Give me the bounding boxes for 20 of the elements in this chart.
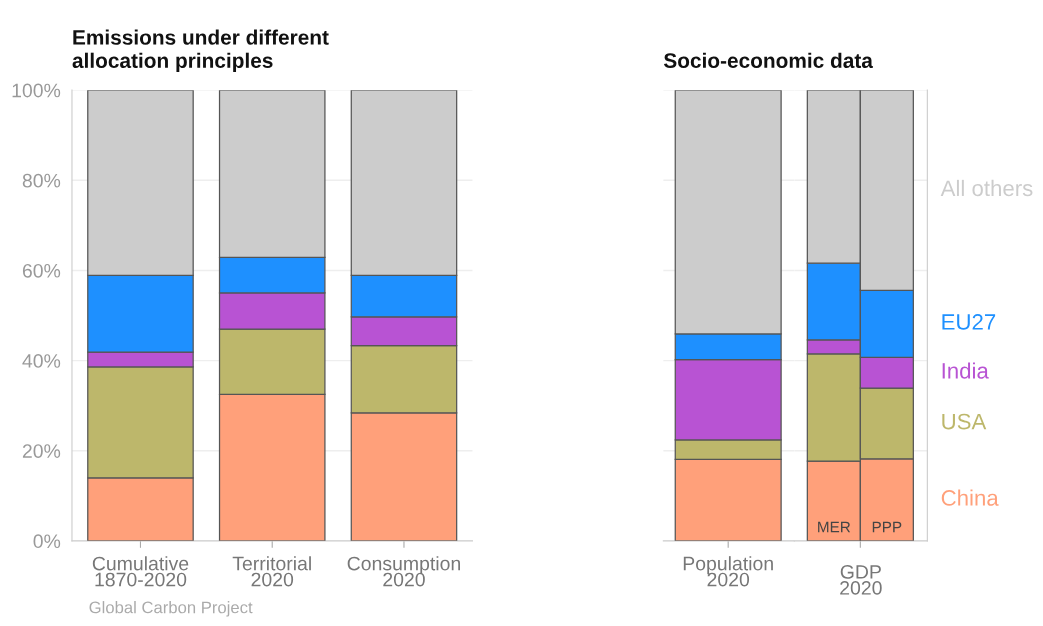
series-label: USA: [942, 413, 987, 430]
series-label: EU27: [942, 314, 996, 330]
series-label: India: [942, 362, 989, 379]
x-tick-label: Territorial 2020: [232, 556, 311, 587]
y-tick-label: 0%: [33, 534, 61, 549]
y-tick-label: 60%: [22, 263, 61, 278]
x-tick-label: Population 2020: [683, 556, 773, 587]
x-tick-label: Consumption 2020: [347, 556, 460, 587]
text: Global Carbon Project: [89, 601, 253, 617]
chart-title: Emissions under different allocation principles: [72, 29, 329, 73]
x-axis-title: GDP 2020: [840, 564, 882, 595]
y-tick-label: 40%: [22, 354, 61, 368]
y-tick-label: 20%: [22, 444, 61, 458]
x-tick-label: PPP: [872, 521, 902, 533]
y-tick-label: 100%: [12, 83, 61, 98]
x-tick-label: MER: [818, 521, 851, 533]
y-tick-label: 80%: [22, 173, 61, 188]
x-tick-label: Cumulative 1870-2020: [92, 556, 189, 587]
chart-title: Socio-economic data: [663, 52, 874, 68]
series-label: China: [941, 489, 999, 506]
